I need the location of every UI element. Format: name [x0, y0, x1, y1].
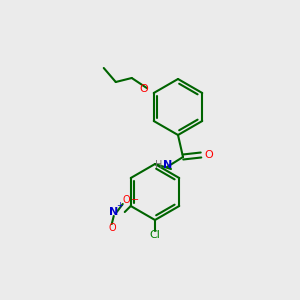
Text: O: O [123, 195, 130, 205]
Text: O: O [140, 84, 148, 94]
Text: N: N [109, 207, 118, 217]
Text: −: − [131, 195, 139, 205]
Text: N: N [163, 160, 172, 170]
Text: O: O [109, 223, 116, 233]
Text: Cl: Cl [149, 230, 160, 240]
Text: H: H [155, 160, 162, 170]
Text: O: O [204, 150, 213, 160]
Text: +: + [116, 202, 123, 211]
